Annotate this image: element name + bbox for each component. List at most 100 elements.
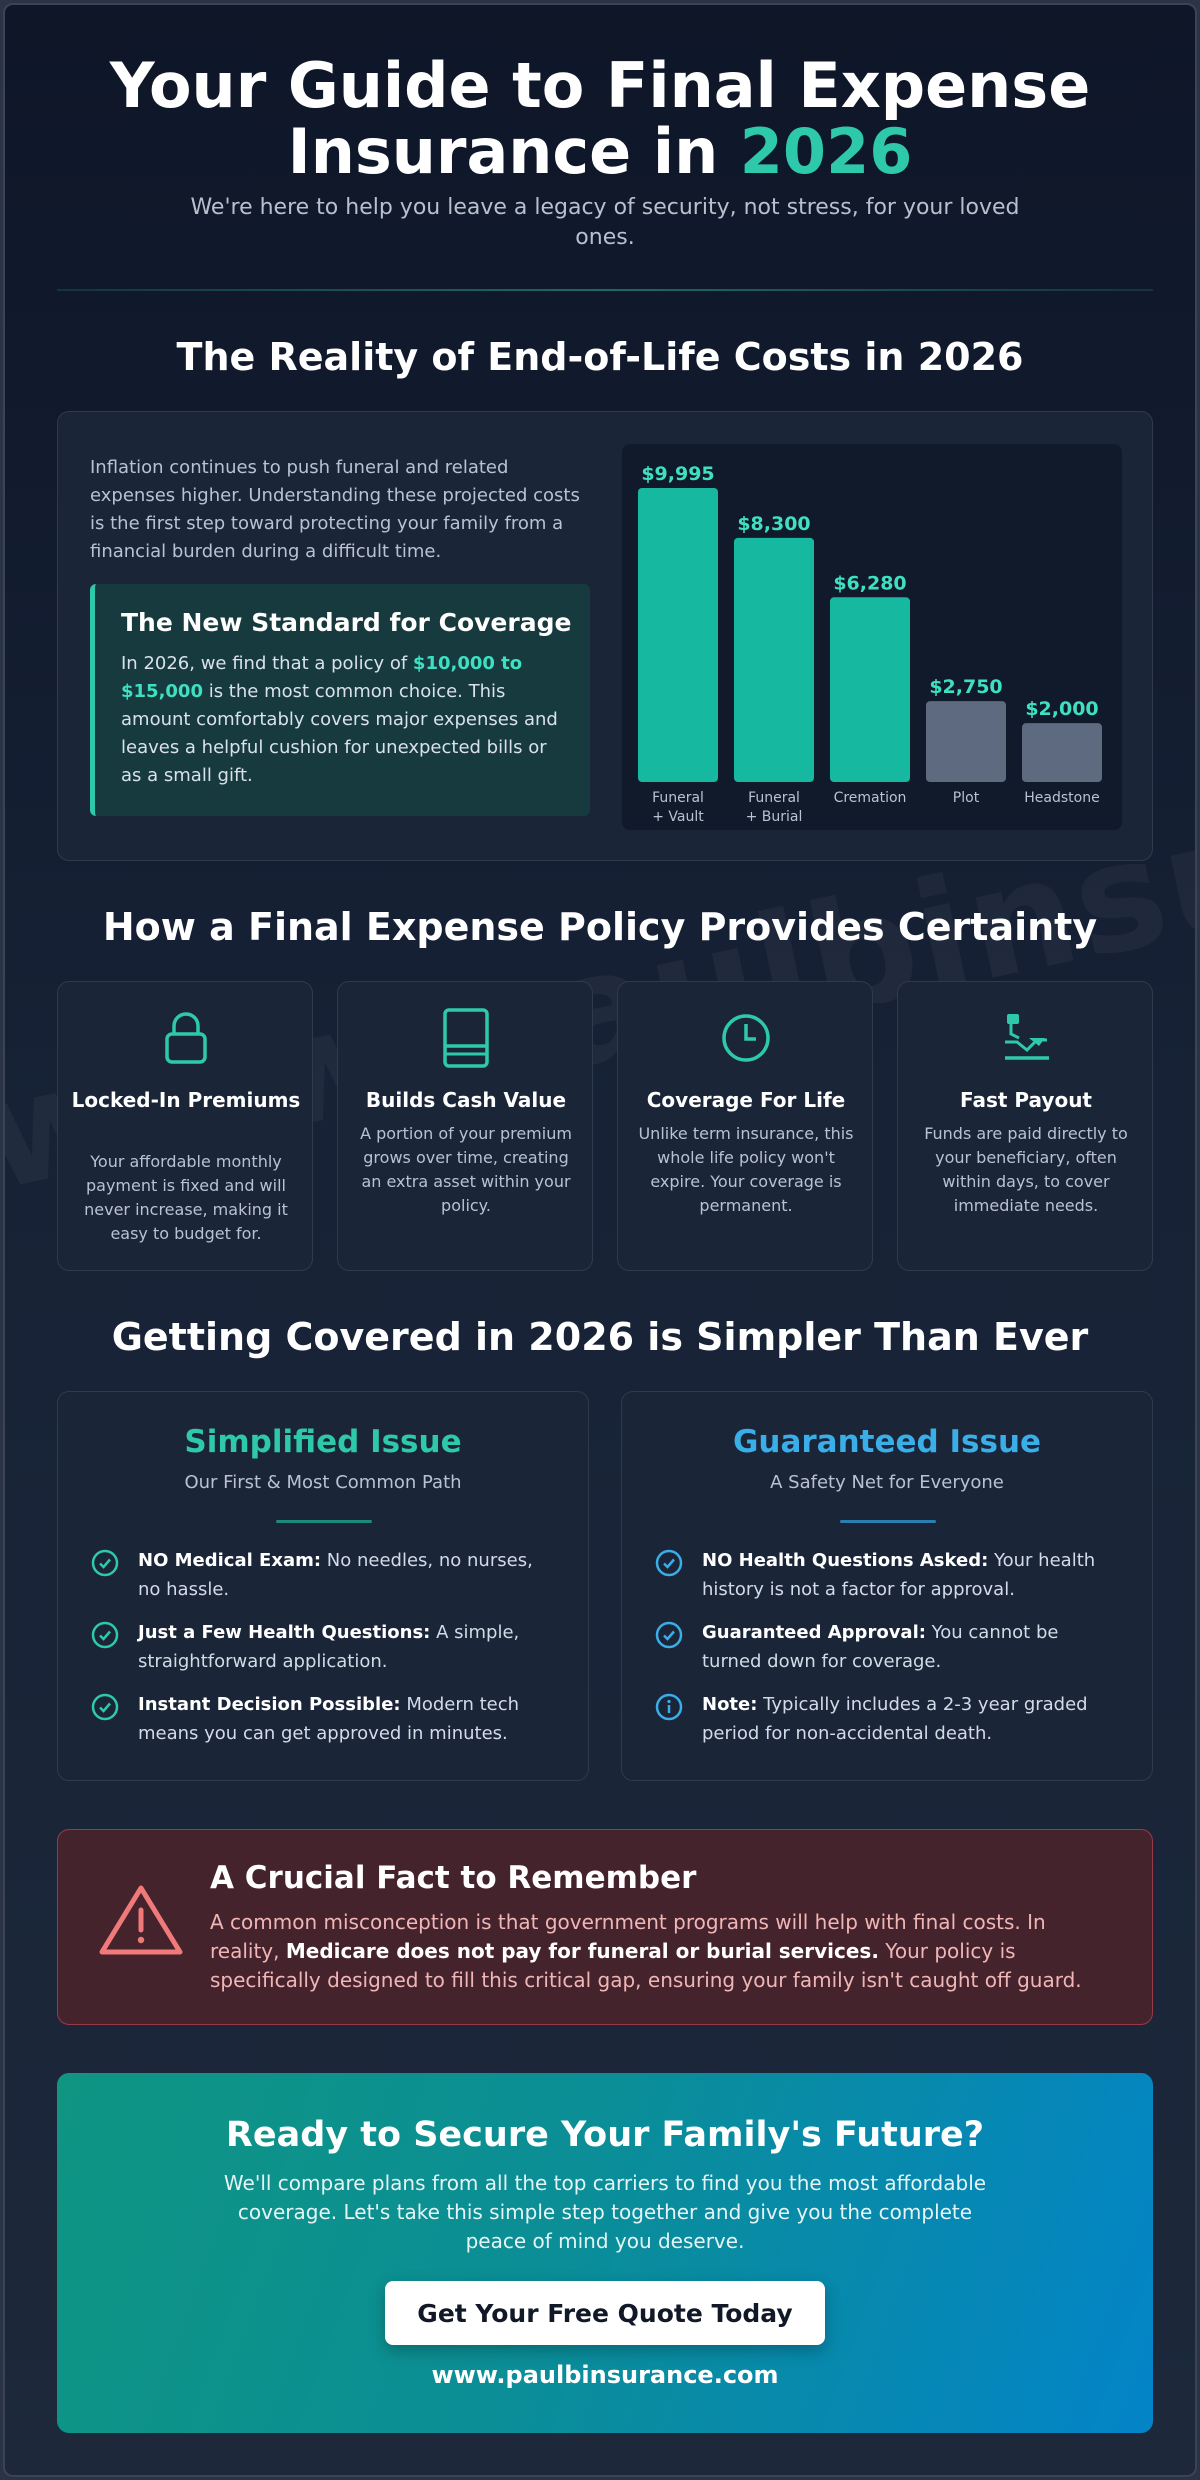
cost-bar-chart: $9,995 Funeral + Vault $8,300 Funeral + Buria… (622, 444, 1122, 830)
costs-panel: Inflation continues to push funeral and … (57, 411, 1153, 861)
issue-section-title: Getting Covered in 2026 is Simpler Than … (111, 1315, 1089, 1359)
benefit-text: Funds are paid directly to your benefici… (924, 1124, 1128, 1215)
benefit-title: Locked-In Premiums (71, 1088, 301, 1112)
list-item-body: Typically includes a 2-3 year graded per… (702, 1694, 1088, 1744)
benefit-card-fast-payout: Fast Payout Funds are paid directly to y… (897, 981, 1153, 1271)
list-item-text: Instant Decision Possible: Modern tech m… (138, 1690, 558, 1748)
cost-chart-svg: $9,995 Funeral + Vault $8,300 Funeral + Buria… (638, 463, 1102, 825)
benefit-title: Builds Cash Value (365, 1088, 567, 1112)
benefit-card-coverage-for-life: Coverage For Life Unlike term insurance,… (617, 981, 873, 1271)
fact-text: A common misconception is that governmen… (210, 1908, 1120, 1995)
bar-category-label: Funeral + Vault (652, 790, 704, 825)
bar-category-label: Cremation (834, 790, 907, 806)
benefit-text: Your affordable monthly payment is fixed… (84, 1152, 288, 1243)
list-item-bold: NO Medical Exam: (138, 1550, 322, 1571)
coverage-amount-highlight: $10,000 to $15,000 (121, 653, 523, 702)
fact-text-before: A common misconception is that governmen… (210, 1910, 1046, 1963)
hand-money-icon (1005, 1014, 1049, 1060)
bar-value-label: $8,300 (737, 513, 810, 535)
simplified-issue-rule (276, 1520, 372, 1523)
list-item-text: Note: Typically includes a 2-3 year grad… (702, 1690, 1122, 1748)
infographic-frame: www.paulbinsurance.com Your Guide to Fin… (3, 3, 1197, 2477)
crucial-fact-box: A Crucial Fact to Remember A common misc… (57, 1829, 1153, 2025)
cta-text: We'll compare plans from all the top car… (223, 2171, 987, 2253)
check-circle-icon (91, 1693, 119, 1721)
list-item-body: No needles, no nurses, no hassle. (138, 1550, 533, 1600)
standard-text-after: is the most common choice. This amount c… (121, 681, 558, 786)
benefit-title: Coverage For Life (646, 1088, 846, 1112)
bar-1 (734, 537, 814, 782)
list-item-bold: Note: (702, 1694, 758, 1715)
guaranteed-issue-card: Guaranteed Issue A Safety Net for Everyo… (621, 1391, 1153, 1781)
list-item: Instant Decision Possible: Modern tech m… (90, 1690, 560, 1754)
list-item: Note: Typically includes a 2-3 year grad… (654, 1690, 1124, 1754)
benefit-card-locked-premiums: Locked-In Premiums Your affordable month… (57, 981, 313, 1271)
list-item: Guaranteed Approval: You cannot be turne… (654, 1618, 1124, 1682)
standard-text-before: In 2026, we find that a policy of (121, 653, 413, 674)
list-item-bold: Instant Decision Possible: (138, 1694, 401, 1715)
cta-title: Ready to Secure Your Family's Future? (225, 2115, 985, 2155)
coverage-standard-text: In 2026, we find that a policy of $10,00… (121, 650, 571, 790)
header-divider (57, 289, 1153, 291)
list-item-text: NO Health Questions Asked: Your health h… (702, 1546, 1122, 1604)
list-item-text: Just a Few Health Questions: A simple, s… (138, 1618, 558, 1676)
warning-triangle-icon (99, 1885, 183, 1955)
bar-0 (638, 488, 718, 782)
bar-value-label: $9,995 (641, 463, 714, 485)
benefit-text: Unlike term insurance, this whole life p… (638, 1124, 854, 1215)
list-item-bold: Guaranteed Approval: (702, 1622, 926, 1643)
guaranteed-issue-rule (840, 1520, 936, 1523)
check-circle-icon (655, 1621, 683, 1649)
bar-category-label: Funeral + Burial (746, 790, 803, 825)
costs-section-title: The Reality of End-of-Life Costs in 2026 (176, 335, 1024, 379)
fact-text-bold: Medicare does not pay for funeral or bur… (285, 1939, 879, 1963)
clock-icon (722, 1014, 770, 1062)
title-line-2: Insurance in (287, 115, 740, 188)
bar-category-label: Headstone (1024, 790, 1099, 806)
page-title: Your Guide to Final Expense Insurance in… (5, 53, 1195, 185)
benefit-text: A portion of your premium grows over tim… (360, 1124, 572, 1215)
fact-title: A Crucial Fact to Remember (210, 1860, 697, 1896)
piggy-bank-icon (443, 1008, 489, 1068)
guaranteed-issue-subtitle: A Safety Net for Everyone (770, 1472, 1004, 1493)
list-item-bold: Just a Few Health Questions: (138, 1622, 431, 1643)
list-item: NO Medical Exam: No needles, no nurses, … (90, 1546, 560, 1610)
website-link[interactable]: www.paulbinsurance.com (431, 2361, 779, 2389)
title-line-1: Your Guide to Final Expense (109, 49, 1091, 122)
check-circle-icon (91, 1549, 119, 1577)
benefit-title: Fast Payout (960, 1088, 1092, 1112)
info-circle-icon (655, 1693, 683, 1721)
bar-2 (830, 597, 910, 782)
bar-value-label: $2,750 (929, 676, 1002, 698)
bar-4 (1022, 723, 1102, 782)
list-item: Just a Few Health Questions: A simple, s… (90, 1618, 560, 1682)
list-item: NO Health Questions Asked: Your health h… (654, 1546, 1124, 1610)
list-item-text: NO Medical Exam: No needles, no nurses, … (138, 1546, 558, 1604)
bar-value-label: $2,000 (1025, 698, 1098, 720)
lock-icon (165, 1012, 207, 1064)
cta-banner: Ready to Secure Your Family's Future? We… (57, 2073, 1153, 2433)
bar-category-label: Plot (953, 790, 980, 806)
bar-value-label: $6,280 (833, 572, 906, 594)
benefit-card-cash-value: Builds Cash Value A portion of your prem… (337, 981, 593, 1271)
bar-3 (926, 701, 1006, 782)
benefits-section-title: How a Final Expense Policy Provides Cert… (102, 905, 1098, 949)
check-circle-icon (655, 1549, 683, 1577)
guaranteed-issue-title: Guaranteed Issue (732, 1424, 1042, 1460)
list-item-body: Your health history is not a factor for … (702, 1550, 1096, 1600)
title-year: 2026 (739, 115, 913, 188)
list-item-body: Modern tech means you can get approved i… (138, 1694, 520, 1744)
list-item-body: You cannot be turned down for coverage. (702, 1622, 1059, 1672)
list-item-bold: NO Health Questions Asked: (702, 1550, 989, 1571)
coverage-standard-title: The New Standard for Coverage (121, 608, 572, 637)
page-subtitle: We're here to help you leave a legacy of… (190, 195, 1020, 250)
coverage-standard-box: The New Standard for Coverage In 2026, w… (90, 584, 590, 816)
simplified-issue-card: Simplified Issue Our First & Most Common… (57, 1391, 589, 1781)
costs-intro: Inflation continues to push funeral and … (90, 457, 580, 562)
list-item-body: A simple, straightforward application. (138, 1622, 520, 1672)
list-item-text: Guaranteed Approval: You cannot be turne… (702, 1618, 1122, 1676)
check-circle-icon (91, 1621, 119, 1649)
fact-text-after: Your policy is specifically designed to … (210, 1939, 1082, 1992)
get-free-quote-button[interactable]: Get Your Free Quote Today (385, 2281, 825, 2345)
simplified-issue-title: Simplified Issue (184, 1424, 462, 1460)
